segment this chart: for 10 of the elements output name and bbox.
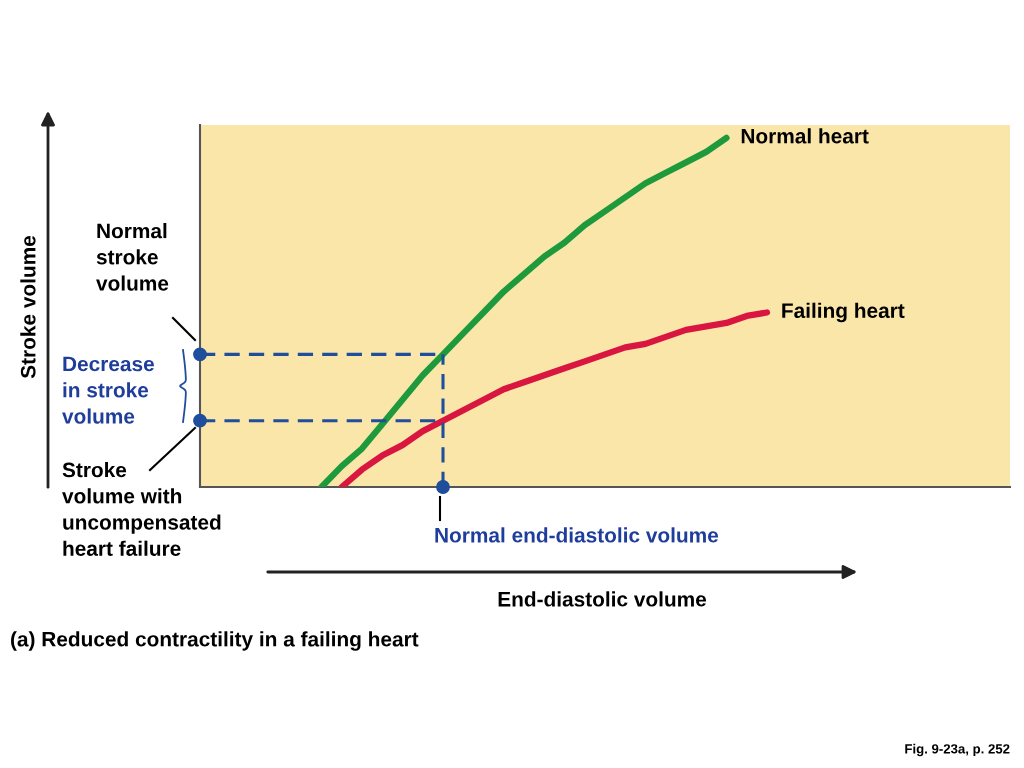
caption: Fig. 9-23a, p. 252	[905, 743, 1010, 757]
text: Normal stroke volume	[96, 223, 169, 291]
text: Stroke volume	[20, 235, 36, 379]
text: (a) Reduced contractility in a failing heart	[11, 631, 419, 651]
text: End-diastolic volume	[498, 591, 707, 607]
series-label: Normal heart	[741, 128, 869, 144]
text: Decrease in stroke volume	[62, 356, 154, 424]
series-label: Failing heart	[782, 302, 905, 323]
text: Normal end-diastolic volume	[435, 527, 719, 543]
annotation: Stroke volume with uncompensated heart failure	[62, 462, 221, 556]
